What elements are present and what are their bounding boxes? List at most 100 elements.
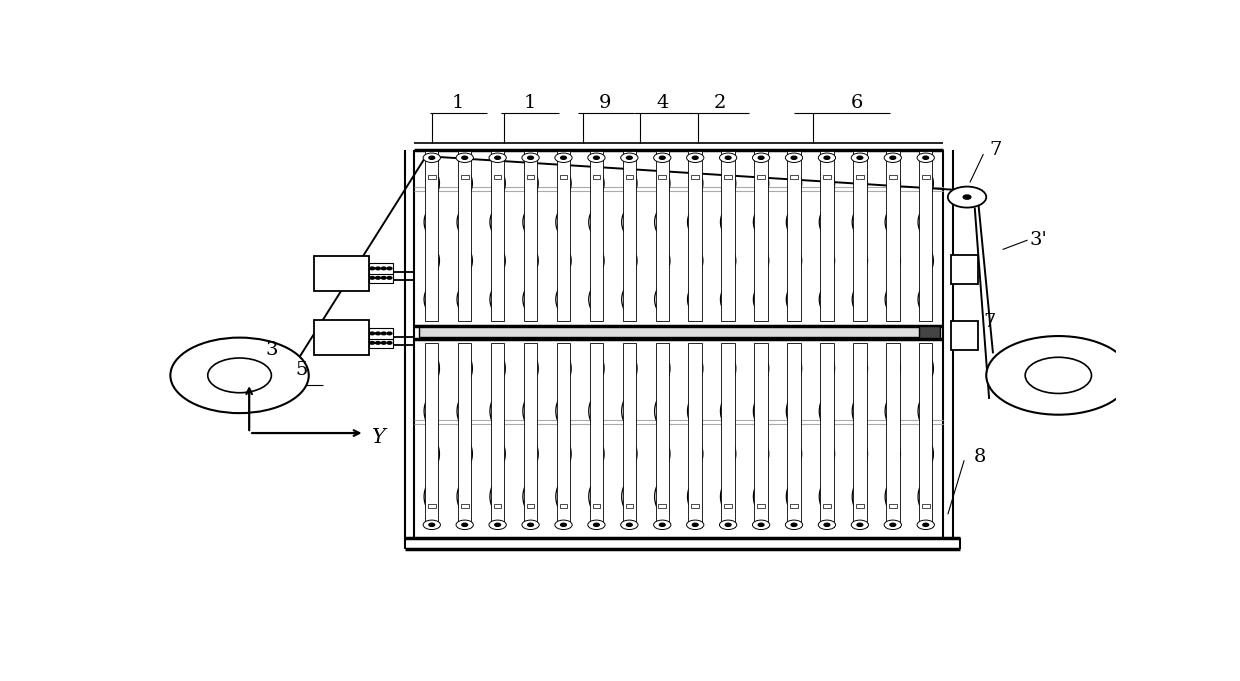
Circle shape: [918, 153, 935, 163]
Circle shape: [489, 153, 506, 163]
Bar: [692, 175, 699, 178]
Text: 7: 7: [983, 313, 996, 331]
Bar: [370, 272, 393, 283]
Circle shape: [692, 523, 698, 526]
Circle shape: [522, 520, 539, 530]
Circle shape: [423, 153, 440, 163]
Circle shape: [382, 276, 386, 279]
Bar: [823, 504, 831, 507]
Bar: [820, 343, 833, 527]
Bar: [919, 343, 932, 527]
Bar: [593, 504, 600, 507]
Text: 3: 3: [267, 341, 279, 359]
Bar: [559, 175, 568, 178]
Circle shape: [890, 156, 895, 159]
Bar: [853, 343, 867, 527]
Bar: [658, 504, 666, 507]
Text: 9: 9: [599, 94, 611, 112]
Bar: [787, 151, 801, 321]
Circle shape: [461, 523, 467, 526]
Circle shape: [387, 276, 392, 279]
Bar: [428, 504, 435, 507]
Bar: [951, 255, 977, 283]
Circle shape: [851, 153, 868, 163]
Bar: [428, 175, 435, 178]
Text: 5: 5: [295, 361, 308, 379]
Circle shape: [687, 153, 704, 163]
Circle shape: [429, 156, 435, 159]
Circle shape: [376, 276, 381, 279]
Circle shape: [890, 523, 895, 526]
Circle shape: [387, 342, 392, 344]
Bar: [314, 320, 370, 355]
Circle shape: [560, 523, 567, 526]
Bar: [419, 327, 939, 337]
Circle shape: [791, 523, 797, 526]
Text: 8: 8: [973, 447, 986, 466]
Text: 4: 4: [656, 94, 668, 112]
Bar: [853, 151, 867, 321]
Circle shape: [986, 336, 1131, 415]
Bar: [724, 504, 732, 507]
Circle shape: [376, 342, 381, 344]
Circle shape: [719, 153, 737, 163]
Circle shape: [387, 267, 392, 270]
Circle shape: [785, 520, 802, 530]
Circle shape: [370, 342, 374, 344]
Circle shape: [528, 156, 533, 159]
Text: 7: 7: [990, 141, 1002, 159]
Bar: [919, 151, 932, 321]
Bar: [758, 175, 765, 178]
Circle shape: [660, 523, 665, 526]
Bar: [559, 504, 568, 507]
Bar: [887, 343, 899, 527]
Circle shape: [758, 156, 764, 159]
Bar: [491, 151, 505, 321]
Circle shape: [857, 156, 863, 159]
Circle shape: [818, 520, 836, 530]
Bar: [425, 343, 439, 527]
Circle shape: [923, 523, 929, 526]
Circle shape: [560, 156, 567, 159]
Circle shape: [725, 156, 732, 159]
Circle shape: [719, 520, 737, 530]
Bar: [425, 151, 439, 321]
Circle shape: [825, 156, 830, 159]
Bar: [527, 504, 534, 507]
Circle shape: [382, 267, 386, 270]
Circle shape: [387, 332, 392, 335]
Circle shape: [825, 523, 830, 526]
Text: Y: Y: [372, 428, 386, 447]
Circle shape: [461, 156, 467, 159]
Circle shape: [884, 520, 901, 530]
Circle shape: [495, 523, 501, 526]
Circle shape: [382, 342, 386, 344]
Circle shape: [963, 195, 971, 199]
Bar: [658, 175, 666, 178]
Circle shape: [528, 523, 533, 526]
Bar: [491, 343, 505, 527]
Circle shape: [626, 156, 632, 159]
Circle shape: [785, 153, 802, 163]
Bar: [722, 343, 735, 527]
Bar: [820, 151, 833, 321]
Circle shape: [725, 523, 732, 526]
Bar: [370, 338, 393, 348]
Bar: [458, 343, 471, 527]
Circle shape: [923, 156, 929, 159]
Bar: [889, 175, 897, 178]
Bar: [921, 175, 930, 178]
Text: 2: 2: [714, 94, 727, 112]
Circle shape: [594, 156, 599, 159]
Circle shape: [1025, 358, 1091, 394]
Bar: [951, 321, 977, 350]
Circle shape: [791, 156, 797, 159]
Bar: [754, 151, 768, 321]
Circle shape: [918, 520, 935, 530]
Circle shape: [653, 153, 671, 163]
Circle shape: [753, 520, 770, 530]
Circle shape: [692, 156, 698, 159]
Bar: [593, 175, 600, 178]
Circle shape: [370, 276, 374, 279]
Bar: [790, 504, 797, 507]
